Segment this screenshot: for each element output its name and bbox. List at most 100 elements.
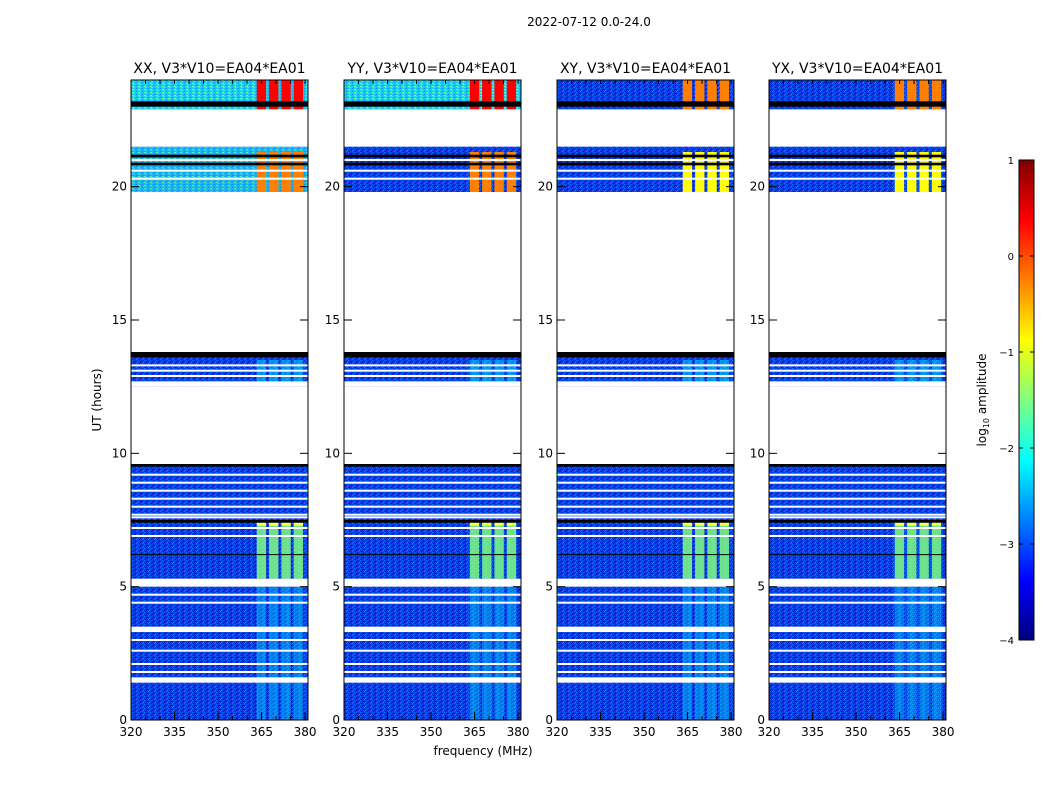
x-tick-label: 320 bbox=[120, 725, 143, 739]
colorbar-label: log10 amplitude bbox=[975, 354, 991, 447]
data-gap-line bbox=[769, 177, 946, 180]
rfi-column-morning bbox=[695, 525, 705, 579]
rfi-column-evening bbox=[707, 152, 717, 192]
panel-title: YY, V3*V10=EA04*EA01 bbox=[346, 61, 517, 77]
data-gap-line bbox=[131, 177, 308, 180]
data-gap-line bbox=[769, 473, 946, 476]
x-tick-label: 350 bbox=[420, 725, 443, 739]
data-gap-line bbox=[131, 671, 308, 673]
flagged-band bbox=[344, 154, 521, 158]
data-gap-line bbox=[344, 601, 521, 604]
data-gap bbox=[557, 109, 734, 147]
rfi-column-evening bbox=[281, 152, 291, 192]
data-gap bbox=[769, 381, 946, 387]
data-gap-line bbox=[557, 489, 734, 492]
colorbar-tick-label: 0 bbox=[1008, 252, 1014, 263]
rfi-column-night bbox=[919, 80, 929, 110]
panel-frame bbox=[768, 79, 947, 721]
flagged-band bbox=[344, 464, 521, 467]
rfi-spike bbox=[907, 522, 917, 526]
rfi-column-evening bbox=[494, 152, 504, 192]
rfi-column-faint bbox=[707, 586, 717, 720]
rfi-column-evening bbox=[293, 152, 304, 192]
flagged-band bbox=[131, 154, 308, 158]
rfi-spike bbox=[894, 522, 905, 526]
data-gap-line bbox=[769, 527, 946, 529]
flagged-band bbox=[344, 520, 521, 523]
y-tick-label: 20 bbox=[112, 180, 127, 194]
y-tick-label: 0 bbox=[545, 713, 553, 727]
data-gap-line bbox=[344, 671, 521, 673]
data-gap-line bbox=[344, 663, 521, 665]
rfi-column-faint bbox=[293, 586, 304, 720]
rfi-column-faint bbox=[281, 586, 291, 720]
flagged-band bbox=[557, 352, 734, 358]
rfi-column-morning bbox=[293, 525, 304, 579]
colorbar-tick-label: −4 bbox=[999, 636, 1014, 647]
panel-2: YY, V3*V10=EA04*EA01 320 335 350 365 380 0 5 10 1… bbox=[325, 61, 530, 739]
rfi-column-faint bbox=[919, 586, 929, 720]
data-gap-line bbox=[344, 505, 521, 508]
data-gap-line bbox=[769, 364, 946, 367]
data-gap bbox=[769, 109, 946, 147]
data-gap-line bbox=[557, 535, 734, 537]
data-gap-line bbox=[344, 169, 521, 172]
colorbar-label-sub: 10 bbox=[982, 418, 991, 428]
x-tick-label: 380 bbox=[932, 725, 955, 739]
data-gap bbox=[344, 109, 521, 147]
x-tick-label: 350 bbox=[207, 725, 230, 739]
heatmap-evening-block bbox=[769, 146, 946, 192]
rfi-column-faint bbox=[494, 586, 504, 720]
y-tick-label: 0 bbox=[757, 713, 765, 727]
rfi-column-morning bbox=[256, 525, 267, 579]
rfi-column-night bbox=[269, 80, 279, 110]
data-gap bbox=[131, 109, 308, 147]
flagged-band bbox=[769, 464, 946, 467]
data-gap-line bbox=[131, 489, 308, 492]
rfi-column-evening bbox=[931, 152, 942, 192]
x-tick-label: 365 bbox=[676, 725, 699, 739]
rfi-column-evening bbox=[719, 152, 730, 192]
rfi-column-faint bbox=[931, 586, 942, 720]
x-tick-label: 365 bbox=[250, 725, 273, 739]
rfi-spike bbox=[482, 522, 492, 526]
y-tick-label: 20 bbox=[750, 180, 765, 194]
flagged-band bbox=[769, 352, 946, 358]
x-tick-label: 350 bbox=[633, 725, 656, 739]
x-tick-label: 380 bbox=[294, 725, 317, 739]
data-gap-line bbox=[131, 497, 308, 500]
rfi-column-morning bbox=[719, 525, 730, 579]
data-gap bbox=[557, 677, 734, 683]
rfi-spike bbox=[707, 522, 717, 526]
data-gap-line bbox=[557, 177, 734, 180]
data-gap-line bbox=[131, 481, 308, 484]
y-tick-label: 15 bbox=[750, 313, 765, 327]
data-gap-line bbox=[769, 497, 946, 500]
data-gap-line bbox=[131, 516, 308, 519]
data-gap-line bbox=[557, 159, 734, 161]
panel-title: YX, V3*V10=EA04*EA01 bbox=[771, 61, 943, 77]
rfi-column-faint bbox=[894, 586, 905, 720]
rfi-column-morning bbox=[919, 525, 929, 579]
data-gap-line bbox=[131, 169, 308, 172]
rfi-column-faint bbox=[695, 586, 705, 720]
rfi-column-night bbox=[281, 80, 291, 110]
data-gap-line bbox=[344, 497, 521, 500]
rfi-column-night bbox=[695, 80, 705, 110]
data-gap-line bbox=[131, 513, 308, 516]
rfi-column-faint bbox=[719, 586, 730, 720]
data-gap bbox=[769, 386, 946, 464]
rfi-column-night bbox=[494, 80, 504, 110]
flagged-band bbox=[131, 352, 308, 358]
rfi-spike bbox=[695, 522, 705, 526]
rfi-column-morning bbox=[482, 525, 492, 579]
x-tick-label: 335 bbox=[801, 725, 824, 739]
data-gap bbox=[557, 381, 734, 387]
data-gap-line bbox=[769, 489, 946, 492]
data-gap-line bbox=[344, 593, 521, 596]
rfi-column-evening bbox=[506, 152, 517, 192]
x-tick-label: 320 bbox=[333, 725, 356, 739]
data-gap bbox=[344, 192, 521, 352]
data-gap-line bbox=[344, 535, 521, 537]
y-tick-label: 5 bbox=[119, 580, 127, 594]
